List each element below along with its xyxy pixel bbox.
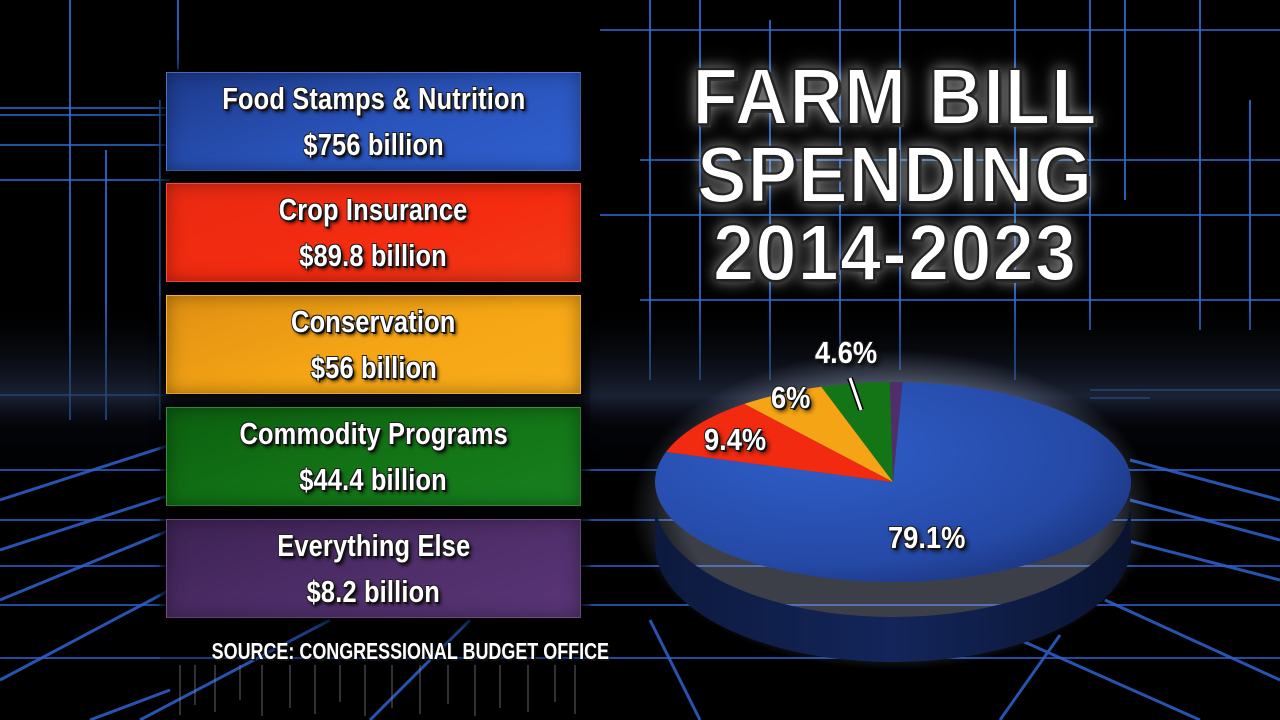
legend-label: Crop Insurance	[279, 191, 468, 227]
pie-slice-commodity-programs	[821, 382, 893, 482]
pie-label-crop-insurance: 9.4%	[704, 422, 767, 457]
legend-item-crop-insurance: Crop Insurance $89.8 billion	[166, 183, 581, 282]
pie-label-commodity: 4.6%	[815, 335, 878, 370]
legend-item-commodity-programs: Commodity Programs $44.4 billion	[166, 407, 581, 506]
pie-slice-crop-insurance	[666, 403, 893, 482]
pie-label-food-stamps: 79.1%	[888, 520, 966, 555]
legend-label: Everything Else	[276, 527, 471, 563]
pie-side	[655, 500, 1131, 662]
pie-slice-conservation	[744, 386, 893, 482]
legend-value: $44.4 billion	[299, 461, 448, 497]
pie-slice-food-stamps	[655, 382, 1132, 583]
legend-label: Conservation	[291, 303, 456, 339]
pie-slice-everything-else	[889, 381, 903, 482]
title-line-2: SPENDING	[696, 130, 1094, 219]
title-line-3: 2014-2023	[712, 208, 1078, 297]
legend-label: Commodity Programs	[239, 415, 508, 451]
legend-item-food-stamps: Food Stamps & Nutrition $756 billion	[166, 72, 581, 171]
pie-label-conservation: 6%	[771, 380, 811, 415]
legend-value: $56 billion	[310, 349, 437, 385]
legend-value: $8.2 billion	[306, 573, 441, 609]
legend-item-conservation: Conservation $56 billion	[166, 295, 581, 394]
legend-label: Food Stamps & Nutrition	[221, 80, 526, 116]
legend-value: $89.8 billion	[299, 237, 448, 273]
title-line-1: FARM BILL	[692, 52, 1098, 141]
legend-item-everything-else: Everything Else $8.2 billion	[166, 519, 581, 618]
pie-slices	[655, 381, 1132, 583]
legend-value: $756 billion	[303, 126, 444, 162]
chart-title: FARM BILL SPENDING 2014-2023	[600, 52, 1190, 297]
